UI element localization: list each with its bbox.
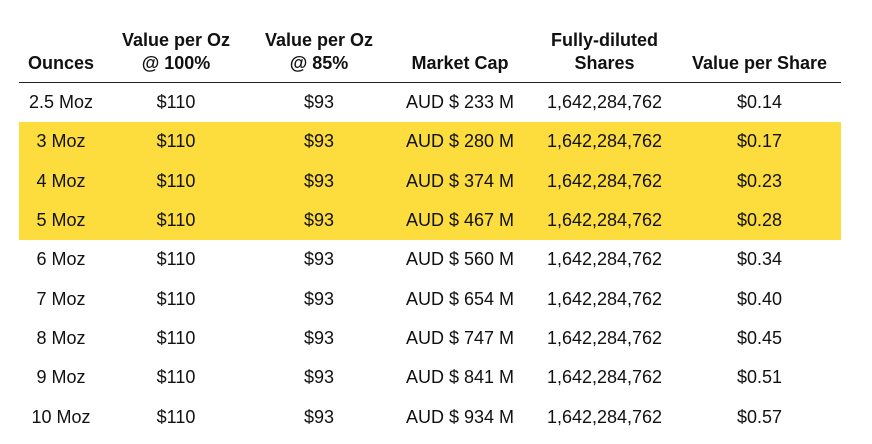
cell-shares: 1,642,284,762 bbox=[531, 200, 678, 241]
header-ounces: Ounces bbox=[19, 0, 103, 83]
table-row: 2.5 Moz $110 $93 AUD $ 233 M 1,642,284,7… bbox=[19, 83, 841, 123]
cell-value-per-oz-85: $93 bbox=[303, 367, 335, 388]
cell-ounces: 8 Moz bbox=[36, 327, 86, 348]
cell-value-per-oz-100: $110 bbox=[103, 161, 249, 201]
cell-value-per-oz-85: $93 bbox=[303, 406, 335, 427]
cell-ounces: 2.5 Moz bbox=[28, 92, 94, 113]
table-row: 8 Moz $110 $93 AUD $ 747 M 1,642,284,762… bbox=[19, 319, 841, 358]
cell-market-cap: AUD $ 233 M bbox=[405, 92, 515, 113]
header-value-per-share: Value per Share bbox=[678, 0, 841, 83]
cell-value-per-oz-85: $93 bbox=[249, 122, 389, 162]
header-value-per-oz-100: Value per Oz @ 100% bbox=[103, 0, 249, 83]
cell-value-per-oz-100: $110 bbox=[103, 200, 249, 241]
cell-ounces: 3 Moz bbox=[19, 122, 103, 162]
header-value-per-oz-100-line1: Value per Oz bbox=[121, 30, 231, 50]
cell-value-per-oz-100: $110 bbox=[156, 367, 196, 388]
cell-market-cap: AUD $ 374 M bbox=[389, 161, 531, 201]
cell-shares: 1,642,284,762 bbox=[546, 327, 663, 348]
cell-value-per-oz-85: $93 bbox=[303, 249, 335, 270]
header-value-per-oz-100-line2: @ 100% bbox=[141, 53, 211, 73]
cell-market-cap: AUD $ 467 M bbox=[389, 200, 531, 241]
header-value-per-oz-85: Value per Oz @ 85% bbox=[249, 0, 389, 83]
cell-market-cap: AUD $ 841 M bbox=[405, 367, 515, 388]
cell-value-per-share: $0.17 bbox=[678, 122, 841, 162]
cell-shares: 1,642,284,762 bbox=[546, 288, 663, 309]
table-row: 7 Moz $110 $93 AUD $ 654 M 1,642,284,762… bbox=[19, 279, 841, 318]
cell-value-per-oz-85: $93 bbox=[249, 200, 389, 241]
cell-value-per-share: $0.34 bbox=[736, 249, 783, 270]
cell-value-per-share: $0.45 bbox=[736, 327, 783, 348]
cell-value-per-share: $0.23 bbox=[678, 161, 841, 201]
cell-value-per-share: $0.14 bbox=[736, 92, 783, 113]
cell-value-per-share: $0.57 bbox=[736, 406, 783, 427]
cell-ounces: 5 Moz bbox=[19, 200, 103, 241]
cell-market-cap: AUD $ 934 M bbox=[405, 406, 515, 427]
cell-value-per-share: $0.40 bbox=[736, 288, 783, 309]
header-market-cap: Market Cap bbox=[389, 0, 531, 83]
cell-value-per-oz-85: $93 bbox=[303, 327, 335, 348]
cell-value-per-oz-85: $93 bbox=[249, 161, 389, 201]
cell-value-per-oz-100: $110 bbox=[103, 122, 249, 162]
cell-ounces: 7 Moz bbox=[36, 288, 86, 309]
table-row: 3 Moz $110 $93 AUD $ 280 M 1,642,284,762… bbox=[19, 122, 841, 162]
cell-ounces: 6 Moz bbox=[36, 249, 86, 270]
cell-market-cap: AUD $ 654 M bbox=[405, 288, 515, 309]
header-fully-diluted-shares: Fully-diluted Shares bbox=[531, 0, 678, 83]
cell-shares: 1,642,284,762 bbox=[546, 249, 663, 270]
cell-shares: 1,642,284,762 bbox=[531, 161, 678, 201]
valuation-table-container: Ounces Value per Oz @ 100% Value per Oz … bbox=[19, 0, 841, 437]
header-value-per-oz-85-line1: Value per Oz bbox=[264, 30, 374, 50]
header-row: Ounces Value per Oz @ 100% Value per Oz … bbox=[19, 0, 841, 83]
cell-market-cap: AUD $ 280 M bbox=[389, 122, 531, 162]
header-ounces-line2: Ounces bbox=[27, 53, 95, 73]
header-value-per-oz-85-line2: @ 85% bbox=[289, 53, 349, 73]
cell-market-cap: AUD $ 560 M bbox=[405, 249, 515, 270]
cell-value-per-oz-85: $93 bbox=[303, 288, 335, 309]
cell-shares: 1,642,284,762 bbox=[546, 92, 663, 113]
cell-value-per-oz-100: $110 bbox=[156, 406, 196, 427]
cell-market-cap: AUD $ 747 M bbox=[405, 327, 515, 348]
cell-ounces: 10 Moz bbox=[31, 406, 91, 427]
cell-value-per-oz-85: $93 bbox=[303, 92, 335, 113]
cell-ounces: 4 Moz bbox=[19, 161, 103, 201]
header-fully-diluted-shares-line1: Fully-diluted bbox=[551, 30, 658, 50]
table-row: 6 Moz $110 $93 AUD $ 560 M 1,642,284,762… bbox=[19, 240, 841, 279]
cell-value-per-oz-100: $110 bbox=[156, 92, 196, 113]
header-value-per-share-line2: Value per Share bbox=[691, 53, 828, 73]
cell-shares: 1,642,284,762 bbox=[531, 122, 678, 162]
table-row: 5 Moz $110 $93 AUD $ 467 M 1,642,284,762… bbox=[19, 200, 841, 241]
table-row: 4 Moz $110 $93 AUD $ 374 M 1,642,284,762… bbox=[19, 161, 841, 201]
cell-shares: 1,642,284,762 bbox=[546, 367, 663, 388]
valuation-table: Ounces Value per Oz @ 100% Value per Oz … bbox=[19, 0, 841, 437]
cell-ounces: 9 Moz bbox=[36, 367, 86, 388]
cell-shares: 1,642,284,762 bbox=[546, 406, 663, 427]
cell-value-per-oz-100: $110 bbox=[156, 327, 196, 348]
cell-value-per-share: $0.51 bbox=[736, 367, 783, 388]
cell-value-per-share: $0.28 bbox=[678, 200, 841, 241]
header-fully-diluted-shares-line2: Shares bbox=[574, 53, 635, 73]
header-market-cap-line2: Market Cap bbox=[411, 53, 509, 73]
cell-value-per-oz-100: $110 bbox=[156, 288, 196, 309]
table-row: 10 Moz $110 $93 AUD $ 934 M 1,642,284,76… bbox=[19, 397, 841, 436]
table-row: 9 Moz $110 $93 AUD $ 841 M 1,642,284,762… bbox=[19, 358, 841, 397]
cell-value-per-oz-100: $110 bbox=[156, 249, 196, 270]
